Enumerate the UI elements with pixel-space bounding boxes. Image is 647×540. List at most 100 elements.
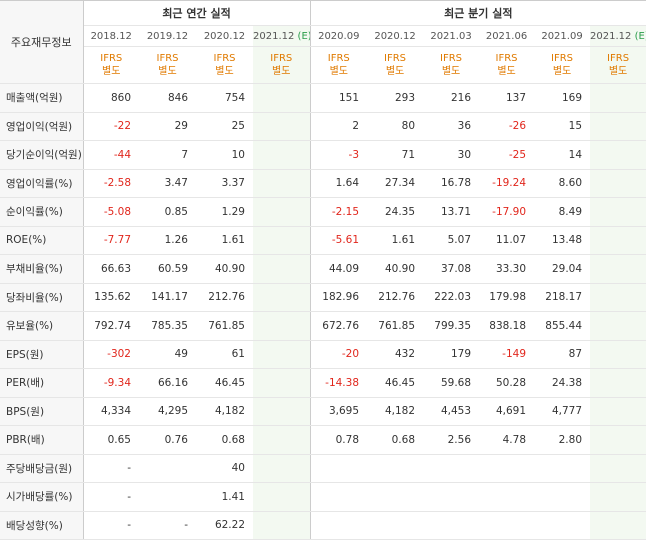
row-label: PBR(배)	[0, 425, 84, 455]
table-cell: 36	[423, 112, 480, 141]
table-cell	[253, 112, 311, 141]
table-cell	[590, 83, 647, 113]
estimate-marker: (E)	[297, 30, 309, 42]
table-row: 순이익률(%) -5.08 0.85 1.29 -2.15 24.35 13.71 -17.9…	[0, 197, 647, 227]
table-cell: 2	[310, 112, 368, 141]
table-cell: 24.35	[367, 197, 424, 227]
table-cell	[310, 511, 368, 540]
estimate-marker: (E)	[634, 30, 647, 42]
period-header: 2018.12	[83, 25, 139, 47]
table-cell	[253, 453, 311, 483]
table-cell: -9.34	[83, 368, 139, 398]
table-cell: 0.68	[196, 425, 253, 455]
table-cell	[590, 453, 647, 483]
ifrs-basis-label: IFRS 별도	[253, 46, 311, 84]
ifrs-text: IFRS	[156, 53, 179, 64]
table-cell	[253, 368, 311, 398]
table-cell	[590, 368, 647, 398]
table-cell: 799.35	[423, 311, 480, 341]
table-cell: 838.18	[479, 311, 535, 341]
table-row: 영업이익(억원) -22 29 25 2 80 36 -26 15	[0, 112, 647, 141]
table-cell	[310, 453, 368, 483]
table-cell	[423, 482, 480, 512]
table-cell: -5.61	[310, 226, 368, 255]
table-cell: 785.35	[139, 311, 196, 341]
table-cell: 1.61	[367, 226, 424, 255]
table-cell: -17.90	[479, 197, 535, 227]
table-cell: 14	[534, 140, 591, 170]
ifrs-separate-text: 별도	[329, 66, 348, 77]
table-row: 당좌비율(%) 135.62 141.17 212.76 182.96 212.76 222…	[0, 283, 647, 312]
table-cell: 1.64	[310, 168, 368, 198]
table-cell: 135.62	[83, 283, 139, 312]
table-cell: 13.48	[534, 226, 591, 255]
table-cell: -3	[310, 140, 368, 170]
table-cell	[253, 140, 311, 170]
table-cell	[367, 511, 424, 540]
period-label: 2020.12	[374, 30, 416, 42]
table-cell: 222.03	[423, 283, 480, 312]
table-cell: 1.61	[196, 226, 253, 255]
table-cell: 754	[196, 83, 253, 113]
table-cell	[590, 397, 647, 426]
period-header: 2020.12	[196, 25, 253, 47]
table-cell: 46.45	[196, 368, 253, 398]
table-cell	[253, 254, 311, 284]
table-cell: 0.65	[83, 425, 139, 455]
table-cell: 66.16	[139, 368, 196, 398]
table-row: 영업이익률(%) -2.58 3.47 3.37 1.64 27.34 16.78 -19.2…	[0, 168, 647, 198]
table-cell	[590, 283, 647, 312]
table-cell	[253, 283, 311, 312]
table-cell: -25	[479, 140, 535, 170]
table-cell	[253, 397, 311, 426]
table-cell: 761.85	[196, 311, 253, 341]
table-row: 배당성향(%) - -62.22	[0, 511, 647, 540]
annual-group-title: 최근 연간 실적	[83, 0, 311, 26]
table-cell	[534, 511, 591, 540]
table-cell: 60.59	[139, 254, 196, 284]
period-label: 2019.12	[146, 30, 189, 42]
table-cell: 87	[534, 339, 591, 369]
table-cell: 141.17	[139, 283, 196, 312]
table-cell: 169	[534, 83, 591, 113]
table-cell: 0.76	[139, 425, 196, 455]
ifrs-text: IFRS	[327, 53, 350, 64]
period-label: 2021.12	[590, 30, 632, 42]
ifrs-separate-text: 별도	[385, 66, 405, 77]
table-cell: -	[139, 511, 196, 540]
table-cell: -302	[83, 339, 139, 369]
table-cell: -5.08	[83, 197, 139, 227]
table-cell	[590, 254, 647, 284]
row-label: 매출액(억원)	[0, 83, 84, 113]
table-cell: 151	[310, 83, 368, 113]
table-row: PER(배) -9.34 66.16 46.45 -14.38 46.45 59.68 50.…	[0, 368, 647, 398]
table-cell	[139, 482, 196, 512]
table-cell: -2.58	[83, 168, 139, 198]
ifrs-text: IFRS	[607, 53, 630, 64]
table-cell: 59.68	[423, 368, 480, 398]
ifrs-text: IFRS	[384, 53, 407, 64]
table-cell	[590, 168, 647, 198]
table-cell	[479, 453, 535, 483]
table-cell: 11.07	[479, 226, 535, 255]
period-header: 2020.12	[367, 25, 424, 47]
row-label: 당좌비율(%)	[0, 283, 84, 312]
row-label: 순이익률(%)	[0, 197, 84, 227]
table-cell	[423, 511, 480, 540]
table-cell	[534, 453, 591, 483]
ifrs-text: IFRS	[495, 53, 518, 64]
table-cell: 16.78	[423, 168, 480, 198]
period-header: 2021.06	[479, 25, 535, 47]
period-label: 2021.12	[253, 30, 295, 42]
ifrs-separate-text: 별도	[272, 66, 291, 77]
table-row: ROE(%) -7.77 1.26 1.61 -5.61 1.61 5.07 11.07 13.…	[0, 226, 647, 255]
table-cell: 0.78	[310, 425, 368, 455]
table-cell: -22	[83, 112, 139, 141]
table-cell: 29.04	[534, 254, 591, 284]
table-cell	[590, 311, 647, 341]
ifrs-text: IFRS	[100, 53, 123, 64]
ifrs-basis-label: IFRS 별도	[367, 46, 424, 84]
table-cell	[253, 425, 311, 455]
table-cell: 15	[534, 112, 591, 141]
table-cell: 3.47	[139, 168, 196, 198]
